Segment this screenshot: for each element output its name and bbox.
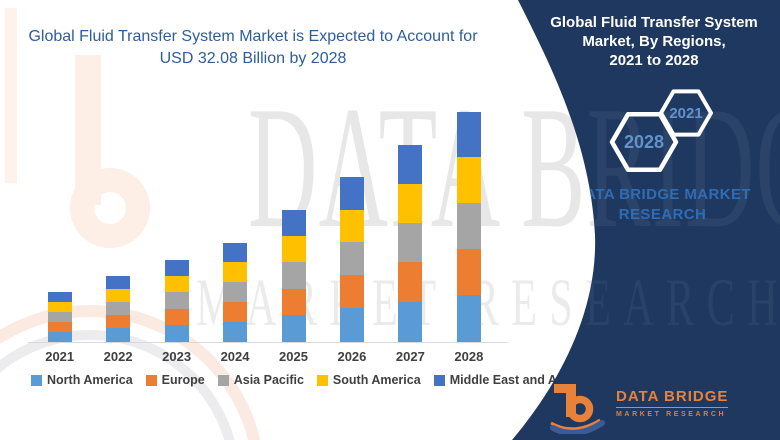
bar-segment-2023-north-america xyxy=(164,325,189,342)
legend-label: South America xyxy=(332,373,421,387)
logo-subname: MARKET RESEARCH xyxy=(616,411,727,418)
bar-segment-2022-north-america xyxy=(106,328,131,342)
bar-segment-2028-south-america xyxy=(456,157,481,204)
bar-segment-2025-europe xyxy=(281,288,306,316)
bar-segment-2023-middle-east-and-africa xyxy=(164,259,189,276)
bar-segment-2028-north-america xyxy=(456,295,481,342)
bar-segment-2023-south-america xyxy=(164,275,189,293)
chart-legend: North America Europe Asia Pacific South Ame… xyxy=(31,373,596,387)
bar-segment-2026-asia-pacific xyxy=(339,242,364,276)
panel-title-line3: 2021 to 2028 xyxy=(609,52,699,69)
footer-logo: DATA BRIDGE MARKET RESEARCH xyxy=(548,382,728,434)
bar-segment-2027-south-america xyxy=(398,183,423,223)
bar-segment-2027-middle-east-and-africa xyxy=(398,144,423,184)
legend-swatch xyxy=(31,374,42,386)
x-axis-label-2026: 2026 xyxy=(337,349,367,364)
panel-brand-line1: DATA BRIDGE MARKET xyxy=(574,186,751,203)
legend-swatch xyxy=(145,374,157,386)
bar-segment-2028-middle-east-and-africa xyxy=(456,112,481,158)
chart-title-line1: Global Fluid Transfer System Market is E… xyxy=(28,28,478,45)
bar-segment-2026-middle-east-and-africa xyxy=(339,177,364,210)
bar-segment-2028-europe xyxy=(456,249,481,296)
legend-item-south-america: South America xyxy=(316,373,421,387)
legend-item-europe: Europe xyxy=(145,373,205,387)
bar-segment-2025-middle-east-and-africa xyxy=(281,210,306,237)
bar-column-2022 xyxy=(106,275,131,342)
legend-item-asia-pacific: Asia Pacific xyxy=(217,373,304,387)
hexagon-2021-label: 2021 xyxy=(669,105,702,122)
bar-segment-2021-europe xyxy=(47,321,72,332)
x-axis-label-2021: 2021 xyxy=(45,349,75,364)
bar-segment-2022-middle-east-and-africa xyxy=(106,275,131,289)
bar-segment-2026-north-america xyxy=(339,308,364,342)
bar-segment-2021-south-america xyxy=(47,301,72,312)
legend-label: North America xyxy=(47,373,133,387)
bar-segment-2024-middle-east-and-africa xyxy=(223,243,248,263)
panel-brand-text: DATA BRIDGE MARKET RESEARCH xyxy=(545,185,780,224)
watermark-strip xyxy=(5,8,17,183)
bar-segment-2025-asia-pacific xyxy=(281,262,306,289)
legend-swatch xyxy=(316,374,328,386)
bar-segment-2028-asia-pacific xyxy=(456,203,481,250)
panel-title-line1: Global Fluid Transfer System xyxy=(550,14,758,31)
legend-label: Middle East and Africa xyxy=(449,373,584,387)
x-axis-line xyxy=(28,342,508,343)
legend-label: Asia Pacific xyxy=(233,373,304,387)
bar-segment-2026-south-america xyxy=(339,209,364,243)
logo-b-icon xyxy=(548,382,610,434)
legend-swatch xyxy=(217,374,229,386)
x-axis-label-2027: 2027 xyxy=(395,349,425,364)
legend-swatch xyxy=(433,374,445,386)
legend-item-middle-east-and-africa: Middle East and Africa xyxy=(433,373,584,387)
bar-segment-2024-north-america xyxy=(223,321,248,342)
x-axis-label-2025: 2025 xyxy=(279,349,308,364)
bar-segment-2027-asia-pacific xyxy=(398,222,423,263)
bar-chart-plot xyxy=(30,102,508,342)
bar-segment-2024-europe xyxy=(223,301,248,322)
bar-segment-2023-asia-pacific xyxy=(164,292,189,309)
x-axis-label-2023: 2023 xyxy=(162,349,192,364)
x-axis-label-2024: 2024 xyxy=(220,349,250,364)
x-axis-label-2028: 2028 xyxy=(454,349,484,364)
bar-column-2021 xyxy=(47,291,72,342)
hexagon-2028-label: 2028 xyxy=(624,132,664,152)
panel-title: Global Fluid Transfer System Market, By … xyxy=(540,13,768,70)
bar-segment-2022-europe xyxy=(106,314,131,329)
legend-item-north-america: North America xyxy=(31,373,133,387)
bar-segment-2021-north-america xyxy=(47,331,72,342)
chart-title: Global Fluid Transfer System Market is E… xyxy=(28,26,478,70)
logo-name: DATA BRIDGE xyxy=(616,388,728,408)
bar-column-2024 xyxy=(223,243,248,342)
bar-segment-2026-europe xyxy=(339,275,364,309)
bar-segment-2024-south-america xyxy=(223,262,248,282)
panel-brand-line2: RESEARCH xyxy=(618,205,707,223)
bar-segment-2022-south-america xyxy=(106,288,131,302)
bar-segment-2023-europe xyxy=(164,308,189,326)
chart-title-line2: USD 32.08 Billion by 2028 xyxy=(159,50,347,67)
bar-column-2023 xyxy=(164,259,189,342)
bar-segment-2025-north-america xyxy=(281,315,306,342)
logo-text-block: DATA BRIDGE MARKET RESEARCH xyxy=(616,382,728,434)
bar-segment-2025-south-america xyxy=(281,236,306,263)
bar-segment-2021-asia-pacific xyxy=(47,311,72,322)
bar-segment-2027-north-america xyxy=(398,301,423,342)
bar-column-2028 xyxy=(456,112,481,342)
x-axis-label-2022: 2022 xyxy=(103,349,133,364)
bar-segment-2021-middle-east-and-africa xyxy=(47,291,72,302)
legend-label: Europe xyxy=(161,373,205,387)
panel-title-line2: Market, By Regions, xyxy=(582,33,726,50)
bar-column-2027 xyxy=(398,144,423,342)
hexagon-2028-shape xyxy=(612,114,676,169)
bar-segment-2022-asia-pacific xyxy=(106,301,131,315)
bar-segment-2027-europe xyxy=(398,262,423,302)
bar-segment-2024-asia-pacific xyxy=(223,281,248,302)
x-axis-labels: 2021 2022 2023 2024 2025 2026 2027 2028 xyxy=(30,349,508,367)
bar-column-2026 xyxy=(339,177,364,342)
bar-column-2025 xyxy=(281,210,306,342)
